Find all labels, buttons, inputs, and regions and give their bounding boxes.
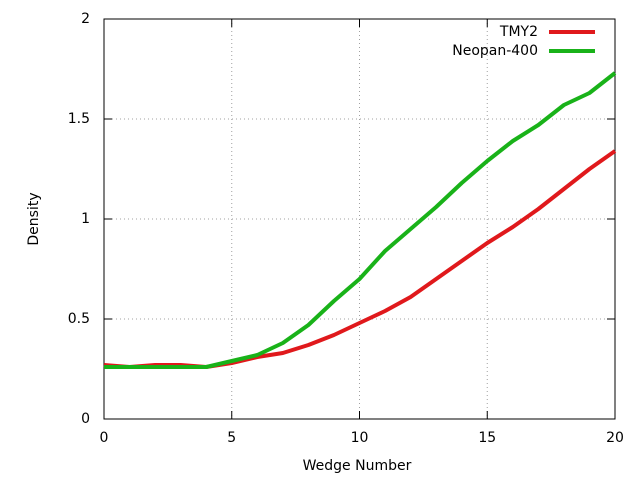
x-tick-label: 0 — [100, 430, 109, 446]
y-axis-label: Density — [26, 192, 42, 245]
x-tick-label: 20 — [606, 430, 624, 446]
x-tick-label: 5 — [227, 430, 236, 446]
x-tick-label: 15 — [478, 430, 496, 446]
y-tick-label: 0.5 — [68, 311, 90, 327]
legend-label: TMY2 — [499, 24, 538, 40]
y-tick-label: 1.5 — [68, 111, 90, 127]
x-tick-label: 10 — [351, 430, 369, 446]
series-line — [104, 71, 617, 369]
legend-label: Neopan-400 — [452, 43, 538, 59]
x-axis-label: Wedge Number — [303, 458, 412, 474]
y-tick-label: 0 — [81, 411, 90, 427]
plot-frame — [103, 18, 616, 420]
y-tick-label: 1 — [81, 211, 90, 227]
y-tick-label: 2 — [81, 11, 90, 27]
